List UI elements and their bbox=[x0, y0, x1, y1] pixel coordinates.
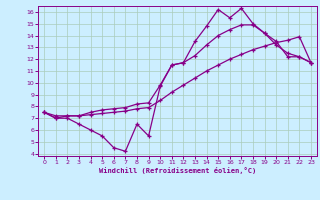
X-axis label: Windchill (Refroidissement éolien,°C): Windchill (Refroidissement éolien,°C) bbox=[99, 167, 256, 174]
